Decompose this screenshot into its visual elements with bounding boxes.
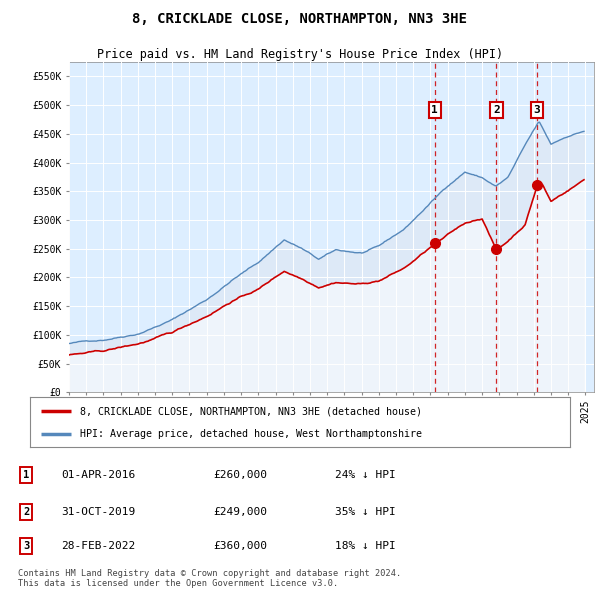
Text: 18% ↓ HPI: 18% ↓ HPI: [335, 542, 395, 551]
Text: 3: 3: [533, 105, 540, 115]
Text: £249,000: £249,000: [214, 507, 268, 517]
Text: 1: 1: [23, 470, 29, 480]
Text: 2: 2: [23, 507, 29, 517]
Text: Price paid vs. HM Land Registry's House Price Index (HPI): Price paid vs. HM Land Registry's House …: [97, 48, 503, 61]
Text: 01-APR-2016: 01-APR-2016: [61, 470, 135, 480]
Text: 35% ↓ HPI: 35% ↓ HPI: [335, 507, 395, 517]
Text: 8, CRICKLADE CLOSE, NORTHAMPTON, NN3 3HE (detached house): 8, CRICKLADE CLOSE, NORTHAMPTON, NN3 3HE…: [80, 406, 422, 416]
Text: 2: 2: [493, 105, 500, 115]
Text: 24% ↓ HPI: 24% ↓ HPI: [335, 470, 395, 480]
Text: 3: 3: [23, 542, 29, 551]
Text: Contains HM Land Registry data © Crown copyright and database right 2024.
This d: Contains HM Land Registry data © Crown c…: [18, 569, 401, 588]
Text: £360,000: £360,000: [214, 542, 268, 551]
Text: HPI: Average price, detached house, West Northamptonshire: HPI: Average price, detached house, West…: [80, 429, 422, 439]
Text: 1: 1: [431, 105, 438, 115]
Text: 31-OCT-2019: 31-OCT-2019: [61, 507, 135, 517]
Text: 8, CRICKLADE CLOSE, NORTHAMPTON, NN3 3HE: 8, CRICKLADE CLOSE, NORTHAMPTON, NN3 3HE: [133, 12, 467, 27]
Text: 28-FEB-2022: 28-FEB-2022: [61, 542, 135, 551]
Text: £260,000: £260,000: [214, 470, 268, 480]
